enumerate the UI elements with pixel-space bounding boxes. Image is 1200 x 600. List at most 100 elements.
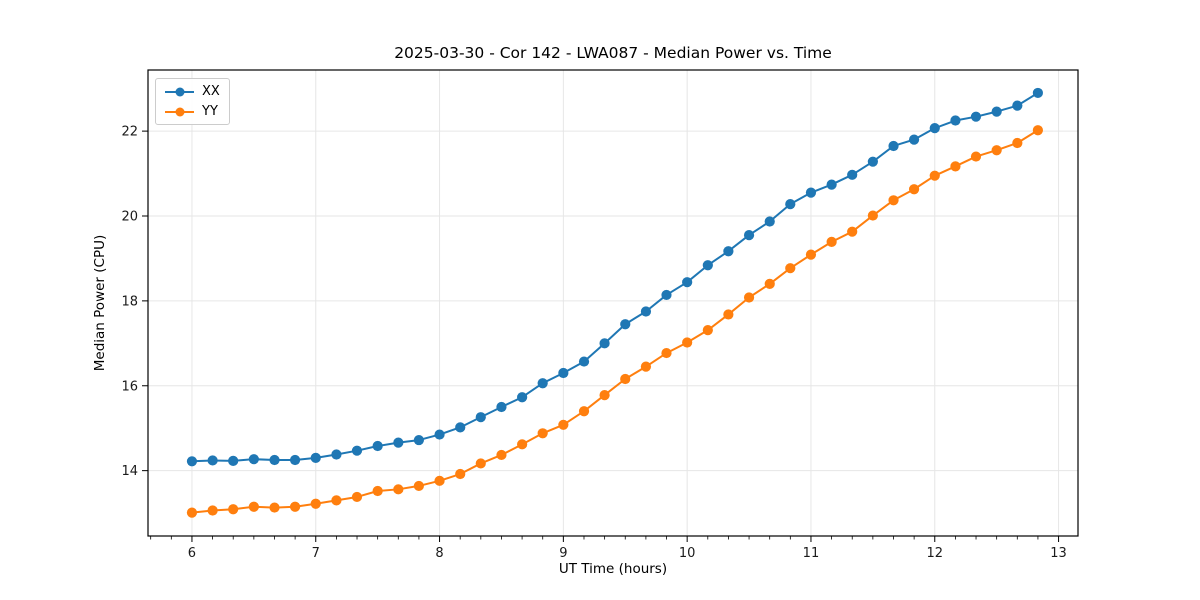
data-point-xx [455,422,466,433]
data-point-yy [908,184,920,195]
legend-label-yy: YY [202,104,218,119]
data-point-yy [970,151,982,162]
data-point-xx [207,455,218,466]
data-point-yy [743,292,755,303]
data-point-xx [620,319,631,330]
data-point-xx [331,449,342,460]
data-point-xx [475,412,486,423]
data-point-xx [826,179,837,190]
yy-series-swatch-icon [165,106,194,117]
data-point-yy [310,498,321,509]
data-point-xx [578,356,590,367]
data-point-xx [723,246,734,257]
data-point-xx [991,106,1002,117]
data-point-yy [785,263,796,274]
data-point-yy [578,406,590,417]
data-point-yy [682,337,693,348]
data-point-yy [723,309,734,320]
x-tick-label: 8 [435,546,443,561]
data-point-yy [826,236,837,247]
data-point-yy [599,389,610,401]
data-point-xx [351,445,363,456]
data-point-xx [908,134,920,145]
data-point-yy [888,195,899,206]
x-tick-label: 9 [559,546,567,561]
data-point-yy [207,505,218,516]
data-point-yy [517,439,528,450]
data-point-yy [558,419,569,430]
data-point-xx [847,169,858,180]
chart-title: 2025-03-30 - Cor 142 - LWA087 - Median P… [394,44,832,62]
data-point-xx [743,229,755,241]
plot-border [147,69,1079,537]
data-point-xx [496,401,507,413]
x-tick-label: 7 [312,546,320,561]
x-axis-label: UT Time (hours) [558,561,668,577]
data-point-xx [867,156,878,167]
data-point-xx [805,187,817,198]
data-point-xx [888,140,899,152]
data-point-yy [847,226,858,237]
data-point-yy [1032,125,1043,136]
x-tick-label: 10 [679,546,696,561]
data-point-yy [475,458,486,469]
data-point-xx [970,111,982,122]
data-point-yy [1012,137,1023,149]
data-point-yy [269,502,280,513]
data-point-yy [991,145,1002,156]
y-tick-label: 18 [121,294,138,309]
data-point-xx [929,123,940,134]
data-point-xx [228,455,239,466]
data-point-yy [413,480,424,492]
data-point-yy [372,485,383,497]
data-point-xx [702,260,713,271]
data-point-xx [413,434,424,446]
data-point-yy [702,325,713,336]
data-point-xx [372,440,383,452]
y-tick-label: 14 [121,464,138,479]
data-point-xx [599,338,610,349]
y-tick-label: 22 [121,125,138,140]
data-point-yy [867,210,878,221]
data-point-xx [950,115,961,126]
data-point-yy [537,428,548,439]
data-point-xx [537,378,548,389]
y-axis-label: Median Power (CPU) [92,234,108,372]
legend-label-xx: XX [202,84,220,99]
data-point-xx [640,306,652,317]
data-point-xx [1032,87,1043,99]
data-point-xx [393,437,404,448]
x-tick-label: 11 [803,546,820,561]
data-point-xx [682,277,693,288]
data-point-yy [805,249,817,260]
data-point-yy [289,501,301,512]
data-point-xx [785,199,796,210]
data-point-yy [929,170,940,181]
data-point-yy [393,484,404,495]
data-point-xx [434,429,445,440]
legend: XX YY [155,78,230,125]
data-point-yy [248,501,259,512]
x-tick-label: 12 [926,546,943,561]
data-point-xx [558,367,569,379]
data-point-xx [764,216,775,227]
xx-series-swatch-icon [165,86,194,97]
y-tick-label: 20 [121,209,138,224]
data-point-xx [517,392,528,403]
x-tick-label: 13 [1050,546,1067,561]
data-point-yy [661,347,672,359]
data-point-xx [186,456,198,467]
data-point-yy [228,504,239,515]
series-line-xx [191,92,1039,463]
data-point-xx [269,454,280,466]
data-point-yy [434,475,445,486]
data-point-yy [764,278,775,290]
data-point-yy [950,161,961,172]
legend-item-yy: YY [165,104,220,119]
data-point-yy [186,507,198,518]
data-point-yy [640,361,652,372]
data-point-yy [620,373,631,385]
data-point-yy [351,491,363,503]
